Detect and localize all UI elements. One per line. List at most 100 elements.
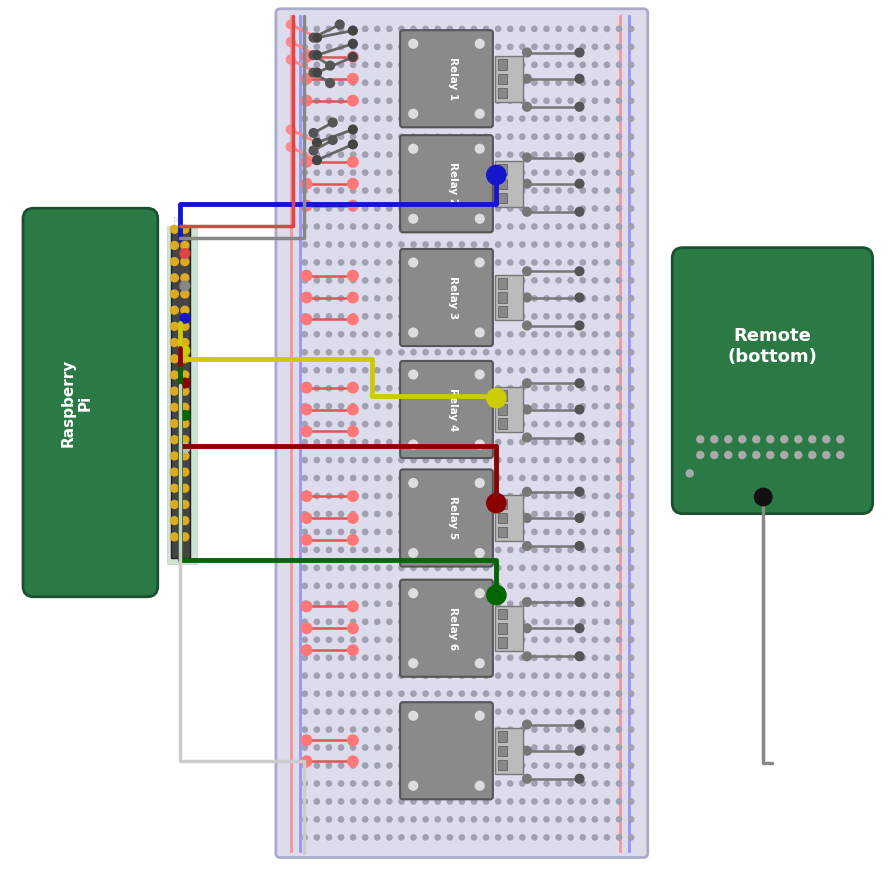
Circle shape: [472, 170, 477, 175]
Bar: [495, 495, 522, 541]
Circle shape: [363, 493, 368, 499]
Circle shape: [532, 637, 537, 642]
Circle shape: [435, 691, 440, 696]
Circle shape: [387, 493, 392, 499]
Circle shape: [592, 26, 597, 32]
Circle shape: [435, 242, 440, 247]
Circle shape: [326, 242, 331, 247]
Circle shape: [375, 386, 380, 391]
Circle shape: [496, 458, 501, 463]
Circle shape: [338, 98, 344, 103]
Circle shape: [347, 270, 358, 281]
Circle shape: [592, 799, 597, 804]
Circle shape: [496, 62, 501, 67]
Circle shape: [363, 116, 368, 122]
Circle shape: [435, 745, 440, 750]
Circle shape: [507, 224, 513, 229]
Circle shape: [302, 403, 307, 409]
Circle shape: [180, 346, 189, 355]
Circle shape: [568, 601, 573, 606]
Circle shape: [507, 655, 513, 661]
Circle shape: [629, 224, 634, 229]
Circle shape: [314, 386, 320, 391]
Circle shape: [580, 655, 586, 661]
Circle shape: [399, 80, 404, 86]
Circle shape: [423, 260, 429, 265]
Circle shape: [423, 780, 429, 786]
Circle shape: [544, 277, 549, 283]
Circle shape: [338, 655, 344, 661]
Circle shape: [483, 745, 488, 750]
Circle shape: [556, 332, 561, 337]
Circle shape: [399, 422, 404, 427]
Circle shape: [411, 224, 416, 229]
Circle shape: [605, 547, 610, 552]
Circle shape: [350, 601, 355, 606]
Circle shape: [314, 780, 320, 786]
Circle shape: [411, 260, 416, 265]
Circle shape: [544, 709, 549, 714]
Circle shape: [447, 745, 453, 750]
Circle shape: [507, 314, 513, 319]
Circle shape: [338, 403, 344, 409]
Circle shape: [592, 835, 597, 840]
Circle shape: [496, 206, 501, 211]
Circle shape: [302, 439, 307, 444]
Circle shape: [435, 511, 440, 516]
Circle shape: [435, 763, 440, 768]
Circle shape: [767, 452, 773, 458]
Circle shape: [363, 134, 368, 139]
Circle shape: [483, 601, 488, 606]
Circle shape: [522, 207, 531, 216]
Circle shape: [507, 745, 513, 750]
Circle shape: [459, 655, 464, 661]
Circle shape: [314, 547, 320, 552]
Circle shape: [507, 350, 513, 355]
Circle shape: [592, 673, 597, 678]
Circle shape: [459, 835, 464, 840]
Circle shape: [338, 584, 344, 589]
Circle shape: [399, 206, 404, 211]
Circle shape: [629, 601, 634, 606]
Circle shape: [336, 20, 344, 29]
FancyBboxPatch shape: [400, 702, 493, 800]
Circle shape: [496, 170, 501, 175]
Circle shape: [616, 188, 622, 193]
Circle shape: [459, 332, 464, 337]
Circle shape: [556, 386, 561, 391]
Circle shape: [363, 565, 368, 570]
Circle shape: [459, 260, 464, 265]
Circle shape: [350, 386, 355, 391]
Circle shape: [409, 370, 418, 379]
Circle shape: [435, 350, 440, 355]
Circle shape: [435, 584, 440, 589]
Circle shape: [459, 386, 464, 391]
Circle shape: [363, 62, 368, 67]
Circle shape: [423, 188, 429, 193]
Circle shape: [483, 763, 488, 768]
Circle shape: [544, 62, 549, 67]
Circle shape: [616, 620, 622, 625]
Circle shape: [568, 332, 573, 337]
Circle shape: [387, 529, 392, 535]
Circle shape: [447, 403, 453, 409]
Circle shape: [181, 322, 188, 331]
Circle shape: [520, 565, 525, 570]
Circle shape: [568, 673, 573, 678]
Circle shape: [580, 206, 586, 211]
Circle shape: [399, 493, 404, 499]
Circle shape: [302, 458, 307, 463]
Circle shape: [496, 745, 501, 750]
Circle shape: [387, 816, 392, 822]
Circle shape: [338, 152, 344, 158]
Circle shape: [483, 709, 488, 714]
Circle shape: [496, 835, 501, 840]
Circle shape: [314, 565, 320, 570]
Circle shape: [507, 584, 513, 589]
Circle shape: [575, 774, 584, 783]
Circle shape: [287, 20, 295, 29]
Circle shape: [483, 116, 488, 122]
Circle shape: [447, 422, 453, 427]
Bar: [498, 746, 507, 756]
Circle shape: [556, 98, 561, 103]
